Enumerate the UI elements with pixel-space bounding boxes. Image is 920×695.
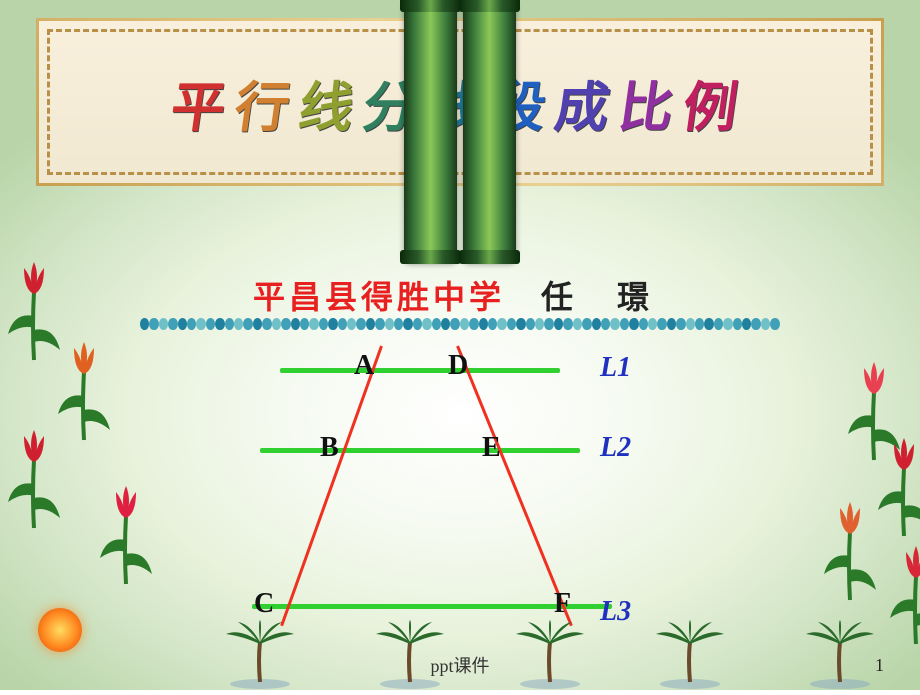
author-name: 任 璟 [541, 279, 667, 315]
point-label-A: A [354, 350, 374, 382]
point-label-B: B [320, 432, 339, 464]
bead-divider [140, 318, 780, 332]
scroll-decoration [404, 0, 516, 262]
line-label: L3 [600, 596, 631, 628]
line-label: L2 [600, 432, 631, 464]
tulip-icon [886, 540, 920, 655]
tulip-icon [4, 424, 64, 539]
tulip-icon [96, 480, 156, 595]
scroll-right [463, 0, 516, 262]
scroll-left [404, 0, 457, 262]
tulip-icon [820, 496, 880, 611]
parallel-line [280, 368, 560, 373]
sun-icon [38, 608, 82, 652]
diagram: L1L2L3ADBECF [260, 336, 660, 646]
transversal-line [456, 345, 573, 626]
page-number: 1 [875, 655, 884, 676]
point-label-D: D [448, 350, 468, 382]
point-label-F: F [554, 588, 571, 620]
tulip-icon [874, 432, 920, 547]
school-name: 平昌县得胜中学 [253, 279, 505, 315]
transversal-line [280, 345, 383, 626]
line-label: L1 [600, 352, 631, 384]
subtitle-row: 平昌县得胜中学 任 璟 [0, 272, 920, 318]
parallel-line [260, 448, 580, 453]
footer-text: ppt课件 [0, 652, 920, 678]
point-label-E: E [482, 432, 501, 464]
point-label-C: C [254, 588, 274, 620]
